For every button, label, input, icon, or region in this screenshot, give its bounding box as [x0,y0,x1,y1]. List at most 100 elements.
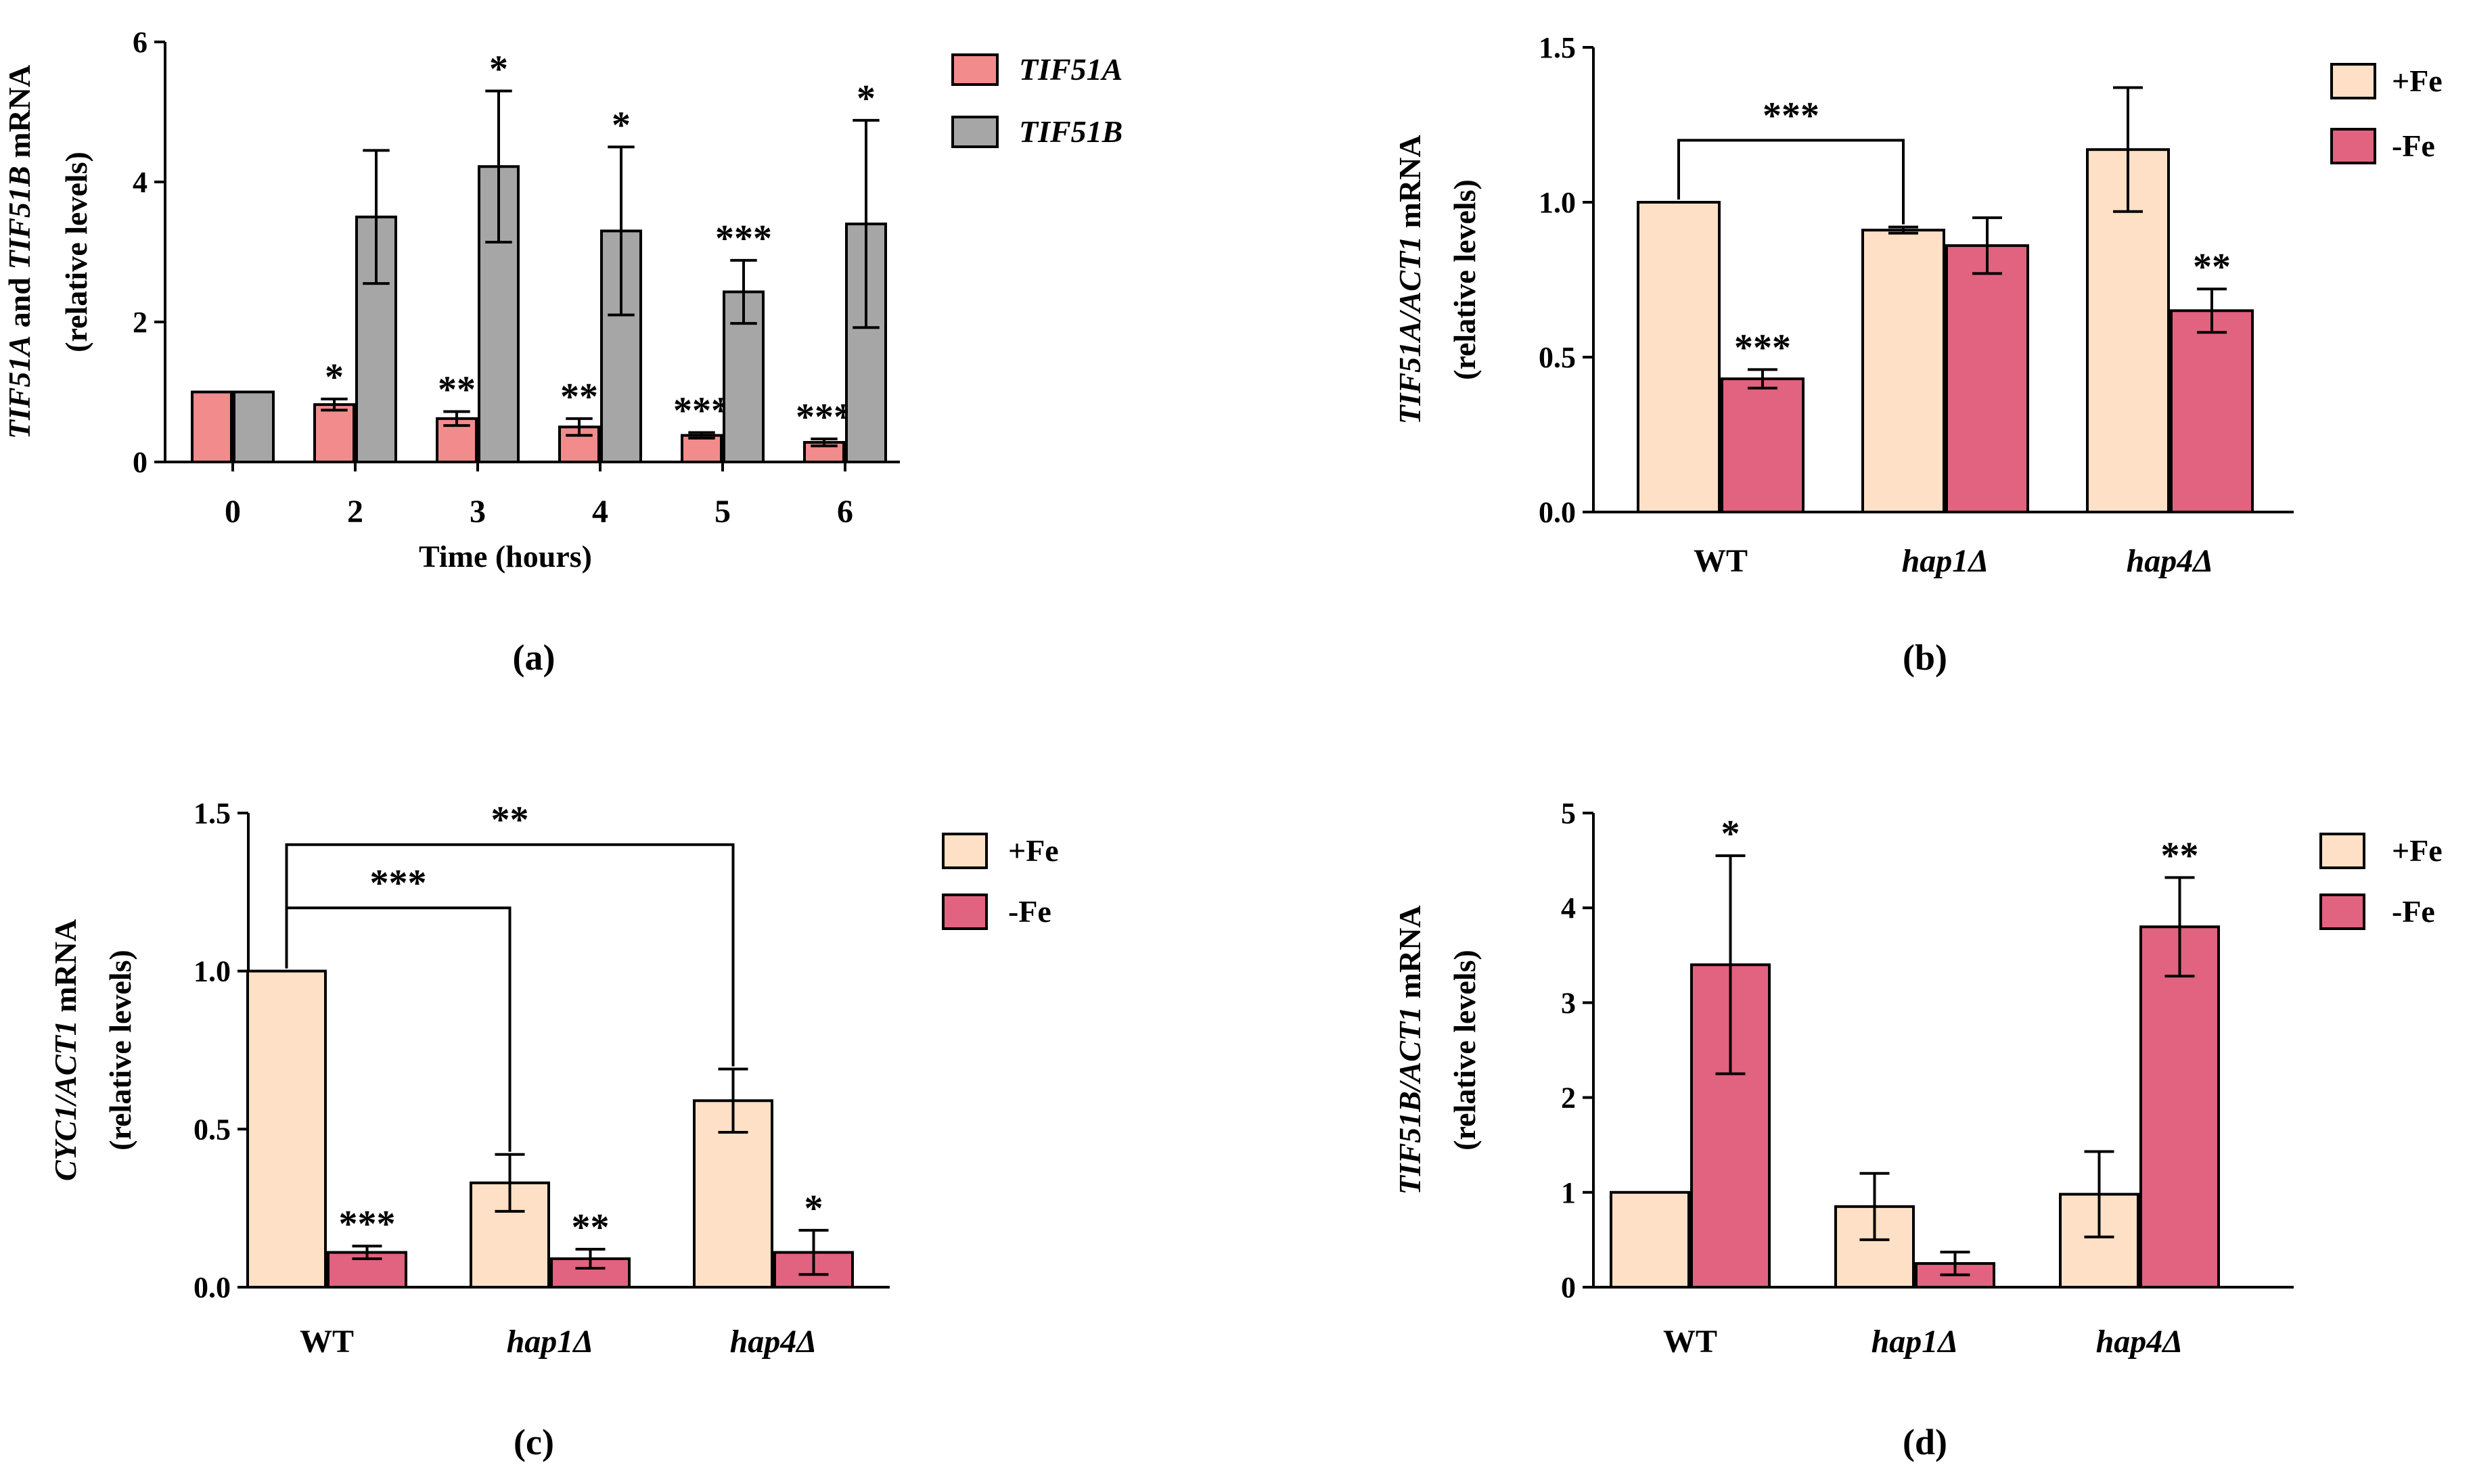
legend-label: +Fe [1008,833,1059,868]
bracket-significance-mark: *** [370,862,427,904]
chart-panel-a: 0 2 4 6 TIF51A and TIF51B mRNA (relative leve… [2,26,1122,678]
significance-mark: ** [560,376,598,418]
chart-panel-b: 0.0 0.5 1.0 1.5 TIF51A/ACT1 mRNA (relative le… [1392,31,2443,678]
x-tick-label: WT [1663,1324,1717,1360]
significance-mark: ** [438,369,476,411]
y-axis-title: CYC1/ACT1 mRNA [48,919,83,1181]
significance-mark: * [1721,813,1740,855]
bar--Fe-WT [1690,963,1771,1289]
legend-swatch-+Fe [2319,833,2365,869]
x-tick-label: 3 [470,494,486,530]
y-tick-label: 1.5 [194,797,231,830]
x-tick-label: hap4Δ [730,1324,817,1360]
y-axis-title-part: TIF51B/ACT1 [1392,1006,1427,1195]
legend-swatch-TIF51B [951,116,999,148]
y-tick-label: 5 [1561,797,1576,830]
y-tick-label: 0.5 [194,1113,231,1146]
bar-+Fe-hap1Δ [1861,229,1945,513]
y-axis-subtitle: (relative levels) [103,950,137,1151]
legend-label: TIF51A [1019,52,1122,87]
x-axis-title: Time (hours) [419,539,592,574]
bracket-significance-mark: *** [1763,95,1819,137]
y-axis-title: TIF51A and TIF51B mRNA [2,65,37,439]
bar--Fe-hap4Δ [2170,309,2254,513]
legend-swatch-+Fe [942,833,988,869]
legend-swatch-TIF51A [951,53,999,86]
legend-swatch--Fe [2319,894,2365,930]
y-tick-label: 3 [1561,986,1576,1019]
y-axis-title-part: mRNA [1392,905,1427,1006]
significance-mark: * [857,78,876,120]
y-tick-label: 0 [133,446,148,479]
bracket-significance-mark: ** [491,799,529,841]
y-axis-title-part: TIF51A [2,335,37,439]
bar-+Fe-WT [1637,201,1721,513]
legend-label: TIF51B [1019,114,1122,149]
legend-label: -Fe [2392,894,2435,929]
significance-mark: ** [2193,246,2231,288]
y-axis-title-part: mRNA [1392,135,1427,235]
x-tick-label: hap4Δ [2127,543,2214,579]
x-tick-label: 5 [714,494,731,530]
significance-bracket [285,906,512,1152]
legend-label: -Fe [2392,129,2435,163]
legend-label: -Fe [1008,894,1051,929]
significance-mark: ** [2161,835,2199,877]
significance-bracket [1677,139,1905,225]
y-axis-subtitle: (relative levels) [1447,179,1482,380]
bar--Fe-hap1Δ [1945,244,2029,513]
chart-panel-d: 0 1 2 3 4 5 TIF51B/ACT1 mRNA (relative levels) *… [1392,797,2443,1462]
significance-mark: *** [1734,327,1791,369]
bar--Fe-hap4Δ [2139,925,2220,1289]
y-tick-label: 2 [1561,1082,1576,1115]
x-tick-label: hap1Δ [507,1324,594,1360]
significance-mark: *** [796,396,853,438]
y-tick-label: 1.5 [1539,31,1576,64]
y-axis-title-part: mRNA [2,65,37,166]
significance-mark: * [325,356,344,398]
legend-label: +Fe [2392,833,2443,868]
y-axis-title-part: TIF51A/ACT1 [1392,236,1427,425]
panel-label: (a) [513,637,555,678]
y-axis-title-part: and [2,270,37,335]
y-axis-title: TIF51B/ACT1 mRNA [1392,905,1427,1195]
y-tick-label: 6 [133,26,148,59]
x-tick-label: hap4Δ [2096,1324,2183,1360]
bar-TIF51A-2 [313,403,355,464]
y-tick-label: 0 [1561,1271,1576,1304]
y-tick-label: 4 [1561,891,1576,925]
legend-label: +Fe [2392,64,2443,98]
x-tick-label: 4 [592,494,608,530]
y-tick-label: 0.5 [1539,341,1576,374]
y-axis-title-part: mRNA [48,919,83,1020]
legend-swatch--Fe [2330,128,2376,164]
significance-mark: * [804,1188,823,1230]
y-axis-subtitle: (relative levels) [1447,950,1482,1151]
x-tick-label: WT [1694,543,1748,579]
bar--Fe-WT [1721,377,1805,513]
y-tick-label: 0.0 [1539,496,1576,529]
y-tick-label: 1 [1561,1176,1576,1209]
x-tick-label: 0 [225,494,241,530]
y-axis-subtitle: (relative levels) [59,152,93,352]
significance-mark: * [489,48,508,90]
legend-swatch-+Fe [2330,63,2376,99]
bar-+Fe-WT [1610,1190,1690,1289]
y-axis-title-part: TIF51B [2,166,37,269]
x-tick-label: 6 [837,494,853,530]
x-tick-label: hap1Δ [1871,1324,1959,1360]
significance-mark: *** [339,1203,396,1245]
panel-label: (d) [1903,1422,1947,1462]
bar-TIF51A-0 [191,390,233,463]
legend-swatch--Fe [942,894,988,930]
significance-mark: *** [715,218,772,260]
y-tick-label: 1.0 [194,955,231,988]
x-tick-label: 2 [347,494,363,530]
y-tick-label: 0.0 [194,1271,231,1304]
significance-mark: ** [572,1207,610,1249]
x-tick-label: hap1Δ [1902,543,1989,579]
bar-TIF51B-0 [233,390,275,463]
x-tick-label: WT [300,1324,354,1360]
panel-label: (c) [514,1422,554,1462]
